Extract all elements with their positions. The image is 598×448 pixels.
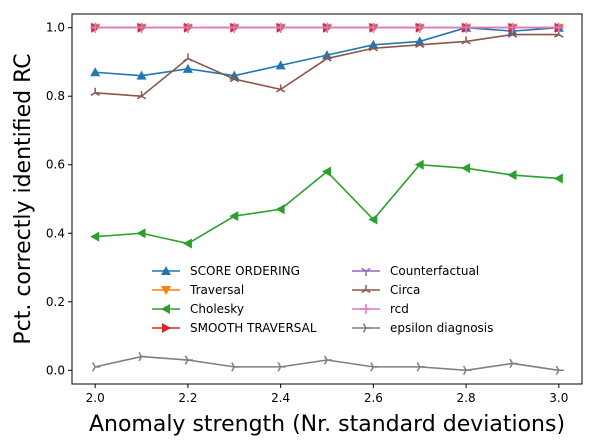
- data-point: [322, 53, 332, 62]
- data-point: [416, 362, 425, 372]
- x-tick-label: 3.0: [549, 391, 568, 405]
- data-point: [323, 355, 332, 365]
- data-point: [184, 355, 193, 365]
- data-point: [231, 362, 240, 372]
- x-tick-label: 2.8: [457, 391, 476, 405]
- legend-marker: [161, 286, 171, 295]
- y-axis-ticks: 0.0 0.2 0.4 0.6 0.8 1.0: [46, 21, 72, 377]
- legend-marker: [361, 304, 371, 314]
- data-point: [461, 163, 471, 174]
- data-point: [322, 22, 332, 33]
- data-point: [138, 351, 147, 362]
- legend-label: Counterfactual: [390, 264, 479, 278]
- data-point: [461, 36, 471, 45]
- legend-marker: [361, 285, 371, 294]
- legend-entry: SMOOTH TRAVERSAL: [152, 321, 317, 335]
- data-point: [90, 87, 100, 96]
- data-point: [275, 22, 286, 33]
- data-point: [90, 22, 101, 33]
- legend-entry: rcd: [352, 302, 409, 316]
- x-tick-label: 2.6: [364, 391, 383, 405]
- data-point: [182, 22, 193, 33]
- legend-label: SCORE ORDERING: [190, 264, 300, 278]
- y-tick-label: 0.2: [46, 295, 65, 309]
- data-point: [229, 74, 239, 83]
- legend-marker: [161, 266, 171, 275]
- data-point: [368, 214, 378, 225]
- legend-label: Cholesky: [190, 302, 244, 316]
- data-point: [92, 362, 101, 372]
- data-point: [183, 53, 193, 62]
- data-point: [322, 166, 331, 177]
- x-axis-ticks: 2.0 2.2 2.4 2.6 2.8 3.0: [86, 384, 568, 405]
- x-tick-label: 2.4: [271, 391, 290, 405]
- legend-entry: Counterfactual: [352, 264, 479, 278]
- legend-entry: SCORE ORDERING: [152, 264, 300, 278]
- data-point: [462, 365, 472, 376]
- data-point: [275, 60, 286, 70]
- y-tick-label: 1.0: [46, 21, 65, 35]
- data-point: [275, 84, 286, 93]
- data-point: [182, 63, 193, 73]
- legend-label: epsilon diagnosis: [390, 321, 493, 335]
- legend-label: SMOOTH TRAVERSAL: [190, 321, 317, 335]
- legend-entry: Cholesky: [152, 302, 244, 316]
- data-point: [136, 70, 147, 80]
- series-7: [92, 351, 564, 376]
- data-point: [507, 22, 518, 33]
- data-point: [229, 211, 239, 222]
- data-point: [182, 238, 192, 249]
- data-point: [553, 22, 564, 33]
- legend-marker: [162, 323, 171, 333]
- y-tick-label: 0.8: [46, 89, 65, 103]
- series-layer: [90, 22, 564, 376]
- data-point: [509, 358, 518, 369]
- legend-marker: [161, 304, 170, 314]
- data-point: [136, 91, 147, 100]
- y-tick-label: 0.0: [46, 363, 65, 377]
- data-point: [507, 170, 517, 181]
- data-point: [415, 39, 425, 48]
- legend: SCORE ORDERING Traversal Cholesky SMOOTH TR…: [152, 264, 493, 335]
- x-tick-label: 2.0: [86, 391, 105, 405]
- series-5: [90, 29, 564, 100]
- legend-marker: [362, 323, 371, 333]
- legend-marker: [361, 267, 371, 276]
- data-point: [414, 22, 425, 33]
- data-point: [136, 228, 146, 239]
- data-point: [90, 231, 100, 242]
- x-axis-label: Anomaly strength (Nr. standard deviation…: [89, 412, 565, 437]
- data-point: [461, 22, 472, 33]
- legend-entry: Circa: [352, 283, 420, 297]
- legend-label: rcd: [390, 302, 409, 316]
- legend-label: Circa: [390, 283, 420, 297]
- data-point: [90, 67, 101, 77]
- x-tick-label: 2.2: [178, 391, 197, 405]
- data-point: [555, 365, 564, 376]
- legend-entry: Traversal: [152, 283, 244, 297]
- data-point: [368, 43, 379, 52]
- legend-entry: epsilon diagnosis: [352, 321, 493, 335]
- data-point: [136, 22, 147, 33]
- legend-label: Traversal: [189, 283, 244, 297]
- plot-frame: [71, 13, 583, 385]
- data-point: [553, 173, 563, 184]
- series-2: [90, 159, 563, 249]
- data-point: [370, 362, 379, 372]
- y-tick-label: 0.6: [46, 158, 65, 172]
- plot-area: [72, 14, 582, 384]
- series-6: [90, 22, 564, 33]
- data-point: [368, 22, 379, 33]
- data-point: [275, 204, 285, 215]
- y-axis-label: Pct. correctly identified RC: [11, 53, 36, 344]
- data-point: [277, 362, 286, 372]
- data-point: [414, 159, 424, 170]
- data-point: [229, 22, 240, 33]
- y-tick-label: 0.4: [46, 226, 65, 240]
